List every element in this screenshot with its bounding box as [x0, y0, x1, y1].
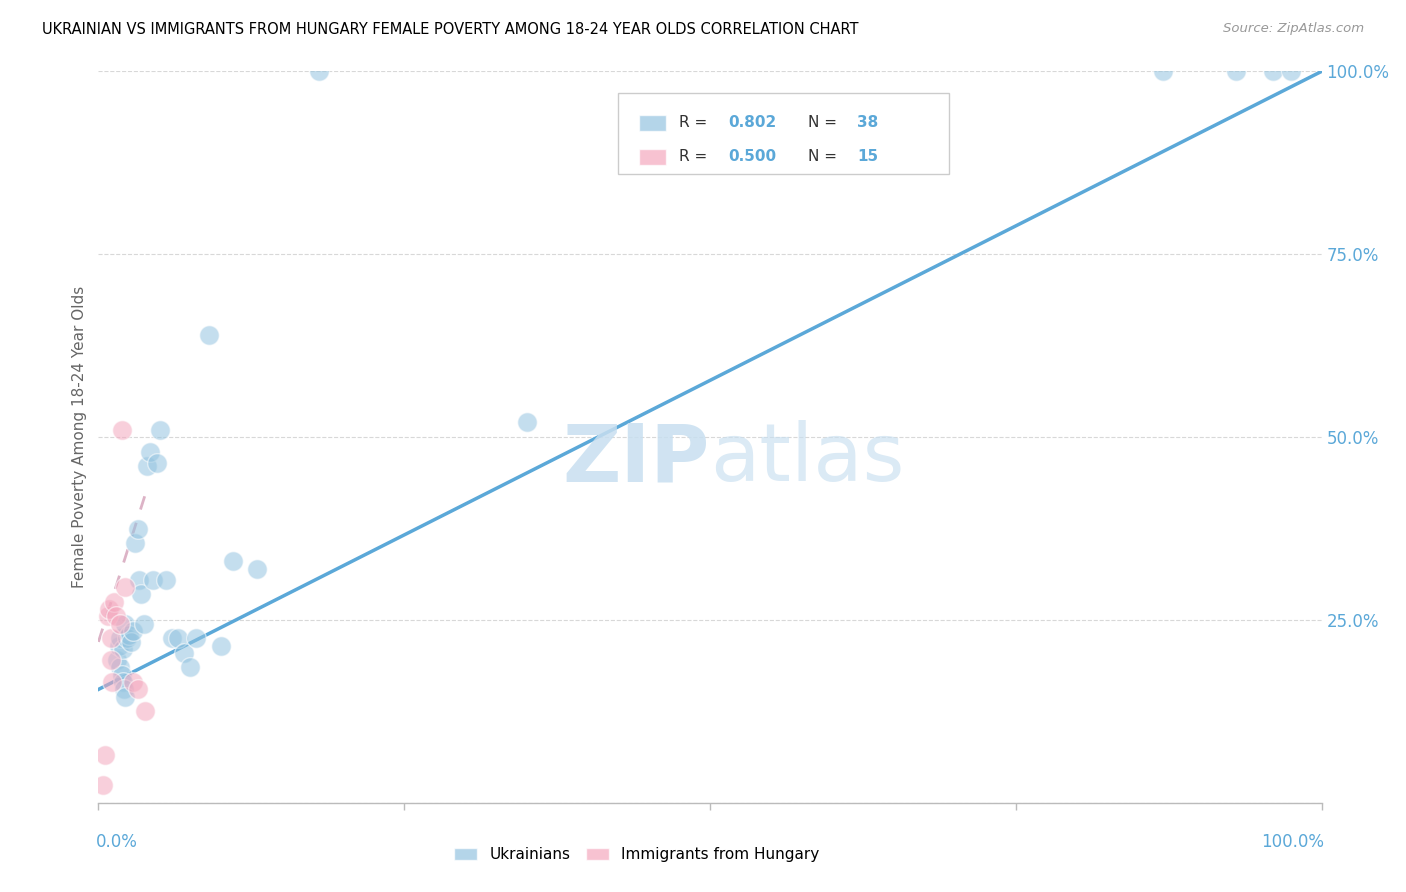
- Point: [111, 675, 134, 690]
- Point: [155, 573, 177, 587]
- Point: [91, 777, 114, 792]
- Point: [134, 705, 156, 719]
- Point: [139, 444, 162, 458]
- Point: [103, 594, 125, 608]
- Text: atlas: atlas: [710, 420, 904, 498]
- Point: [114, 690, 136, 704]
- Text: 0.500: 0.500: [728, 150, 776, 164]
- Point: [197, 327, 219, 342]
- FancyBboxPatch shape: [619, 94, 949, 174]
- Point: [110, 616, 132, 631]
- Point: [136, 459, 159, 474]
- Point: [124, 536, 146, 550]
- Y-axis label: Female Poverty Among 18-24 Year Olds: Female Poverty Among 18-24 Year Olds: [72, 286, 87, 588]
- Bar: [640, 149, 666, 165]
- Text: 0.802: 0.802: [728, 115, 776, 130]
- Point: [209, 639, 232, 653]
- Text: Source: ZipAtlas.com: Source: ZipAtlas.com: [1223, 22, 1364, 36]
- Point: [167, 632, 190, 646]
- Point: [308, 64, 330, 78]
- Point: [111, 423, 134, 437]
- Point: [179, 660, 201, 674]
- Point: [127, 682, 149, 697]
- Point: [110, 660, 132, 674]
- Point: [111, 667, 134, 681]
- Text: R =: R =: [679, 115, 713, 130]
- Point: [100, 632, 122, 646]
- Point: [149, 423, 172, 437]
- Text: UKRAINIAN VS IMMIGRANTS FROM HUNGARY FEMALE POVERTY AMONG 18-24 YEAR OLDS CORREL: UKRAINIAN VS IMMIGRANTS FROM HUNGARY FEM…: [42, 22, 859, 37]
- Point: [246, 562, 269, 576]
- Point: [129, 587, 152, 601]
- Point: [1261, 64, 1284, 78]
- Point: [101, 675, 124, 690]
- Point: [118, 627, 141, 641]
- Point: [121, 624, 143, 638]
- Point: [108, 639, 131, 653]
- Point: [110, 632, 132, 646]
- Point: [127, 521, 149, 535]
- Text: 100.0%: 100.0%: [1261, 833, 1324, 851]
- Point: [105, 653, 128, 667]
- Point: [173, 646, 195, 660]
- Text: R =: R =: [679, 150, 713, 164]
- Point: [132, 616, 155, 631]
- Point: [115, 632, 138, 646]
- Point: [114, 616, 136, 631]
- Point: [1152, 64, 1174, 78]
- Bar: [640, 114, 666, 130]
- Point: [160, 632, 183, 646]
- Point: [111, 642, 134, 657]
- Point: [222, 554, 245, 568]
- Point: [97, 609, 120, 624]
- Legend: Ukrainians, Immigrants from Hungary: Ukrainians, Immigrants from Hungary: [449, 841, 825, 868]
- Point: [112, 682, 135, 697]
- Text: ZIP: ZIP: [562, 420, 710, 498]
- Text: 38: 38: [856, 115, 879, 130]
- Point: [146, 456, 169, 470]
- Point: [1225, 64, 1247, 78]
- Point: [1279, 64, 1302, 78]
- Point: [98, 602, 121, 616]
- Point: [515, 416, 537, 430]
- Point: [186, 632, 208, 646]
- Point: [142, 573, 165, 587]
- Text: 0.0%: 0.0%: [96, 833, 138, 851]
- Point: [114, 580, 136, 594]
- Point: [100, 653, 122, 667]
- Text: 15: 15: [856, 150, 877, 164]
- Point: [128, 573, 150, 587]
- Point: [121, 675, 143, 690]
- Point: [104, 609, 127, 624]
- Text: N =: N =: [808, 150, 842, 164]
- Text: N =: N =: [808, 115, 842, 130]
- Point: [93, 748, 115, 763]
- Point: [120, 635, 142, 649]
